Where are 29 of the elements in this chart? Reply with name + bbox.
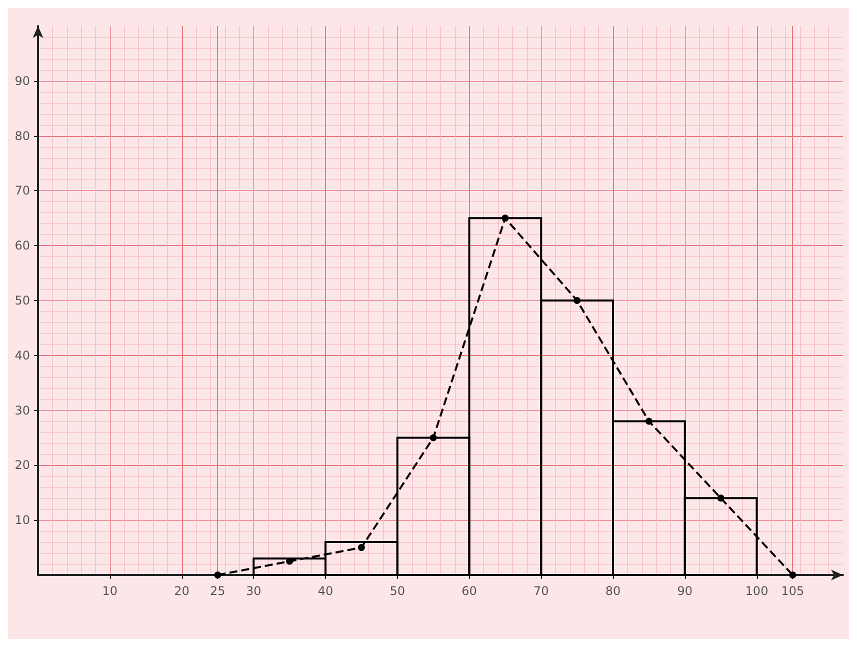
point bbox=[789, 572, 796, 578]
x-tick-label: 20 bbox=[174, 584, 190, 598]
x-tick-label: 40 bbox=[318, 584, 334, 598]
point bbox=[502, 214, 509, 222]
point bbox=[645, 418, 652, 425]
x-tick-label: 105 bbox=[781, 584, 804, 598]
x-tick-label: 90 bbox=[677, 584, 693, 598]
x-tick-label: 50 bbox=[390, 584, 406, 598]
x-tick-label: 10 bbox=[102, 584, 118, 598]
y-tick-label: 20 bbox=[14, 458, 30, 472]
y-tick-label: 70 bbox=[14, 184, 30, 198]
y-tick-label: 60 bbox=[14, 238, 30, 253]
x-tick-label: 60 bbox=[462, 584, 477, 598]
y-tick-label: 50 bbox=[14, 294, 30, 308]
point bbox=[358, 544, 365, 552]
x-tick-label: 70 bbox=[533, 584, 549, 598]
x-tick-label: 100 bbox=[745, 584, 768, 598]
point bbox=[214, 572, 222, 578]
x-tick-label: 80 bbox=[605, 584, 621, 598]
y-tick-label: 40 bbox=[14, 348, 30, 362]
y-tick-label: 30 bbox=[14, 403, 30, 418]
x-tick-label: 30 bbox=[246, 584, 262, 598]
y-tick-label: 90 bbox=[14, 74, 30, 88]
point bbox=[574, 297, 581, 304]
point bbox=[430, 434, 437, 442]
point bbox=[717, 494, 724, 502]
y-tick-label: 10 bbox=[14, 513, 30, 528]
y-tick-label: 80 bbox=[14, 128, 30, 143]
x-tick-label: 25 bbox=[210, 584, 226, 598]
